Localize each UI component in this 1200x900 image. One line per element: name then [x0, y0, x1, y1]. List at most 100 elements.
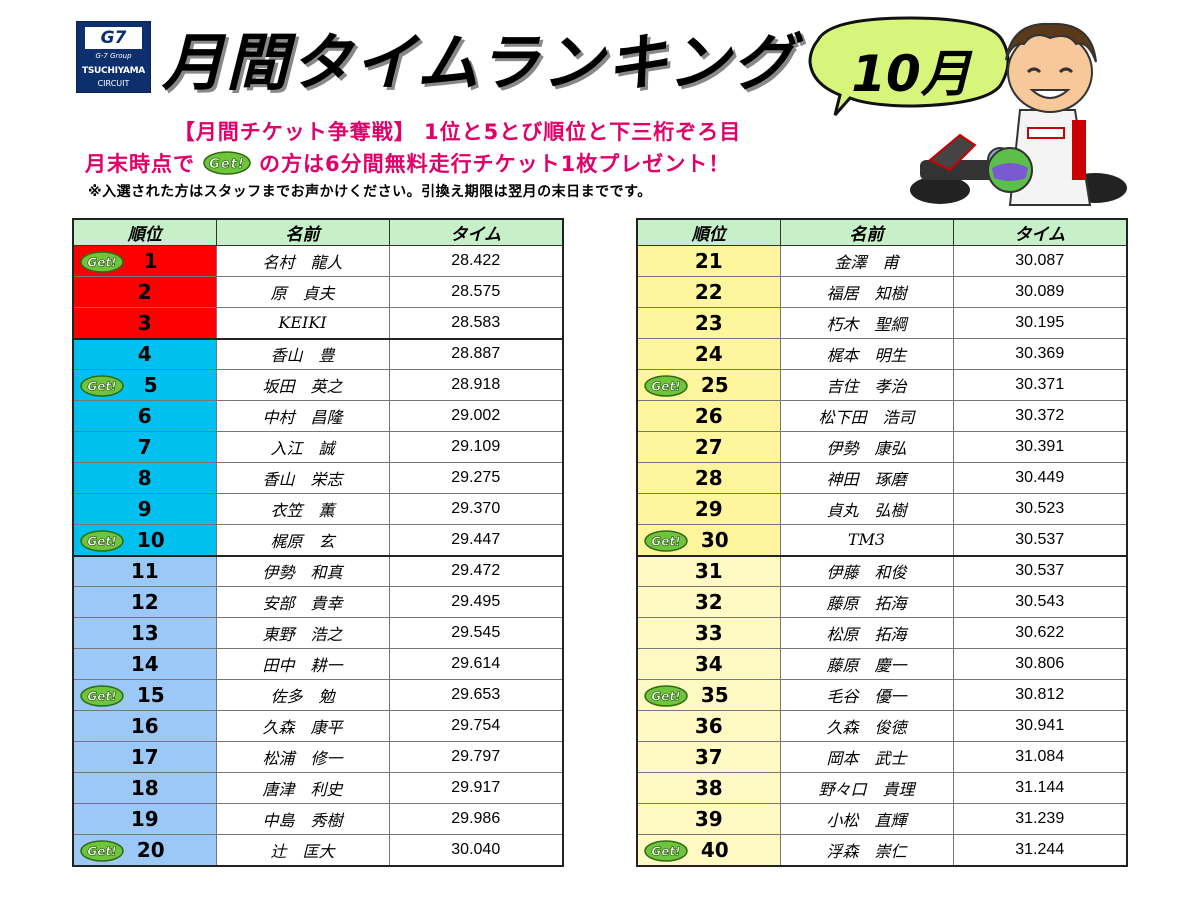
rank-number: 40	[700, 837, 729, 862]
get-badge-icon: Get!	[80, 685, 124, 712]
name-cell: 久森 俊徳	[779, 710, 954, 742]
time-cell: 29.002	[388, 400, 564, 432]
rank-number: 24	[694, 342, 723, 366]
time-cell: 29.109	[388, 431, 564, 463]
table-row: 2 原 貞夫 28.575	[72, 276, 564, 308]
time-cell: 30.087	[952, 245, 1128, 277]
table-row: 28 神田 琢磨 30.449	[636, 462, 1128, 494]
rank-cell: 14	[72, 648, 217, 680]
get-badge-icon: Get!	[644, 375, 688, 402]
mascot-driver-icon	[910, 22, 1127, 206]
col-header-name: 名前	[215, 218, 390, 246]
get-badge-text: Get!	[87, 256, 116, 270]
table-row: 9 衣笠 薫 29.370	[72, 493, 564, 525]
rank-cell: 21	[636, 245, 781, 277]
table-row: 21 金澤 甫 30.087	[636, 245, 1128, 277]
rank-cell: Get! 20	[72, 834, 217, 867]
time-cell: 30.812	[952, 679, 1128, 711]
rank-number: 10	[136, 527, 165, 552]
get-badge-text: Get!	[87, 535, 116, 549]
time-cell: 31.239	[952, 803, 1128, 835]
rank-number: 36	[694, 714, 723, 738]
col-header-time: タイム	[388, 218, 564, 246]
time-cell: 29.653	[388, 679, 564, 711]
name-cell: 伊勢 康弘	[779, 431, 954, 463]
get-badge-text: Get!	[87, 845, 116, 859]
time-cell: 29.797	[388, 741, 564, 773]
rank-cell: 39	[636, 803, 781, 835]
table-row: 37 岡本 武士 31.084	[636, 741, 1128, 773]
time-cell: 30.040	[388, 834, 564, 866]
rank-cell: 16	[72, 710, 217, 742]
name-cell: 岡本 武士	[779, 741, 954, 773]
circuit-logo: G7 G-7 Group TSUCHIYAMA CIRCUIT	[76, 21, 151, 93]
table-row: 14 田中 耕一 29.614	[72, 648, 564, 680]
table-row: 27 伊勢 康弘 30.391	[636, 431, 1128, 463]
name-cell: 吉住 孝治	[779, 369, 954, 401]
ranking-table-right: 順位 名前 タイム 21 金澤 甫 30.087 22 福居 知樹 30.089 23 朽木 …	[636, 218, 1128, 867]
name-cell: TM3	[779, 524, 954, 556]
rank-cell: 27	[636, 431, 781, 463]
time-cell: 29.917	[388, 772, 564, 804]
get-badge-text: Get!	[87, 690, 116, 704]
time-cell: 29.275	[388, 462, 564, 494]
table-row: Get! 20 辻 匡大 30.040	[72, 834, 564, 867]
name-cell: 久森 康平	[215, 710, 390, 742]
time-cell: 30.537	[952, 554, 1128, 587]
time-cell: 30.537	[952, 524, 1128, 556]
table-row: Get! 30 TM3 30.537	[636, 524, 1128, 557]
rank-number: 39	[694, 807, 723, 831]
time-cell: 28.887	[388, 337, 564, 370]
time-cell: 30.372	[952, 400, 1128, 432]
time-cell: 30.941	[952, 710, 1128, 742]
rank-cell: 31	[636, 554, 781, 587]
name-cell: 野々口 貴理	[779, 772, 954, 804]
rank-cell: 4	[72, 337, 217, 370]
rank-cell: Get! 1	[72, 245, 217, 277]
rank-number: 12	[130, 590, 159, 614]
col-header-rank: 順位	[72, 218, 217, 246]
name-cell: 佐多 勉	[215, 679, 390, 711]
table-row: 8 香山 栄志 29.275	[72, 462, 564, 494]
get-badge-icon: Get!	[80, 840, 124, 867]
rank-number: 8	[137, 466, 152, 490]
rank-cell: 32	[636, 586, 781, 618]
name-cell: 松浦 修一	[215, 741, 390, 773]
name-cell: 松下田 浩司	[779, 400, 954, 432]
time-cell: 28.583	[388, 307, 564, 339]
name-cell: 名村 龍人	[215, 245, 390, 277]
table-row: 32 藤原 拓海 30.543	[636, 586, 1128, 618]
rank-number: 21	[694, 249, 723, 273]
table-row: 31 伊藤 和俊 30.537	[636, 554, 1128, 587]
name-cell: 金澤 甫	[779, 245, 954, 277]
table-row: 18 唐津 利史 29.917	[72, 772, 564, 804]
time-cell: 30.391	[952, 431, 1128, 463]
rank-cell: Get! 15	[72, 679, 217, 712]
table-row: 16 久森 康平 29.754	[72, 710, 564, 742]
logo-name-text: TSUCHIYAMA	[82, 66, 145, 76]
name-cell: 唐津 利史	[215, 772, 390, 804]
time-cell: 30.195	[952, 307, 1128, 339]
rank-number: 22	[694, 280, 723, 304]
name-cell: 梶原 玄	[215, 524, 390, 556]
rank-cell: 37	[636, 741, 781, 773]
rank-number: 31	[694, 559, 723, 584]
rank-number: 30	[700, 527, 729, 552]
rank-number: 1	[143, 249, 158, 273]
rank-number: 18	[130, 776, 159, 800]
get-badge-text: Get!	[651, 845, 680, 859]
name-cell: 衣笠 薫	[215, 493, 390, 525]
rank-number: 20	[136, 837, 165, 862]
time-cell: 30.089	[952, 276, 1128, 308]
table-row: 12 安部 貴幸 29.495	[72, 586, 564, 618]
name-cell: 神田 琢磨	[779, 462, 954, 494]
rank-cell: 19	[72, 803, 217, 835]
rank-cell: 38	[636, 772, 781, 804]
rank-number: 26	[694, 404, 723, 428]
table-row: 33 松原 拓海 30.622	[636, 617, 1128, 649]
name-cell: 香山 豊	[215, 337, 390, 370]
name-cell: 小松 直輝	[779, 803, 954, 835]
table-row: 36 久森 俊徳 30.941	[636, 710, 1128, 742]
rank-number: 2	[137, 280, 152, 304]
get-badge-icon: Get!	[644, 530, 688, 557]
